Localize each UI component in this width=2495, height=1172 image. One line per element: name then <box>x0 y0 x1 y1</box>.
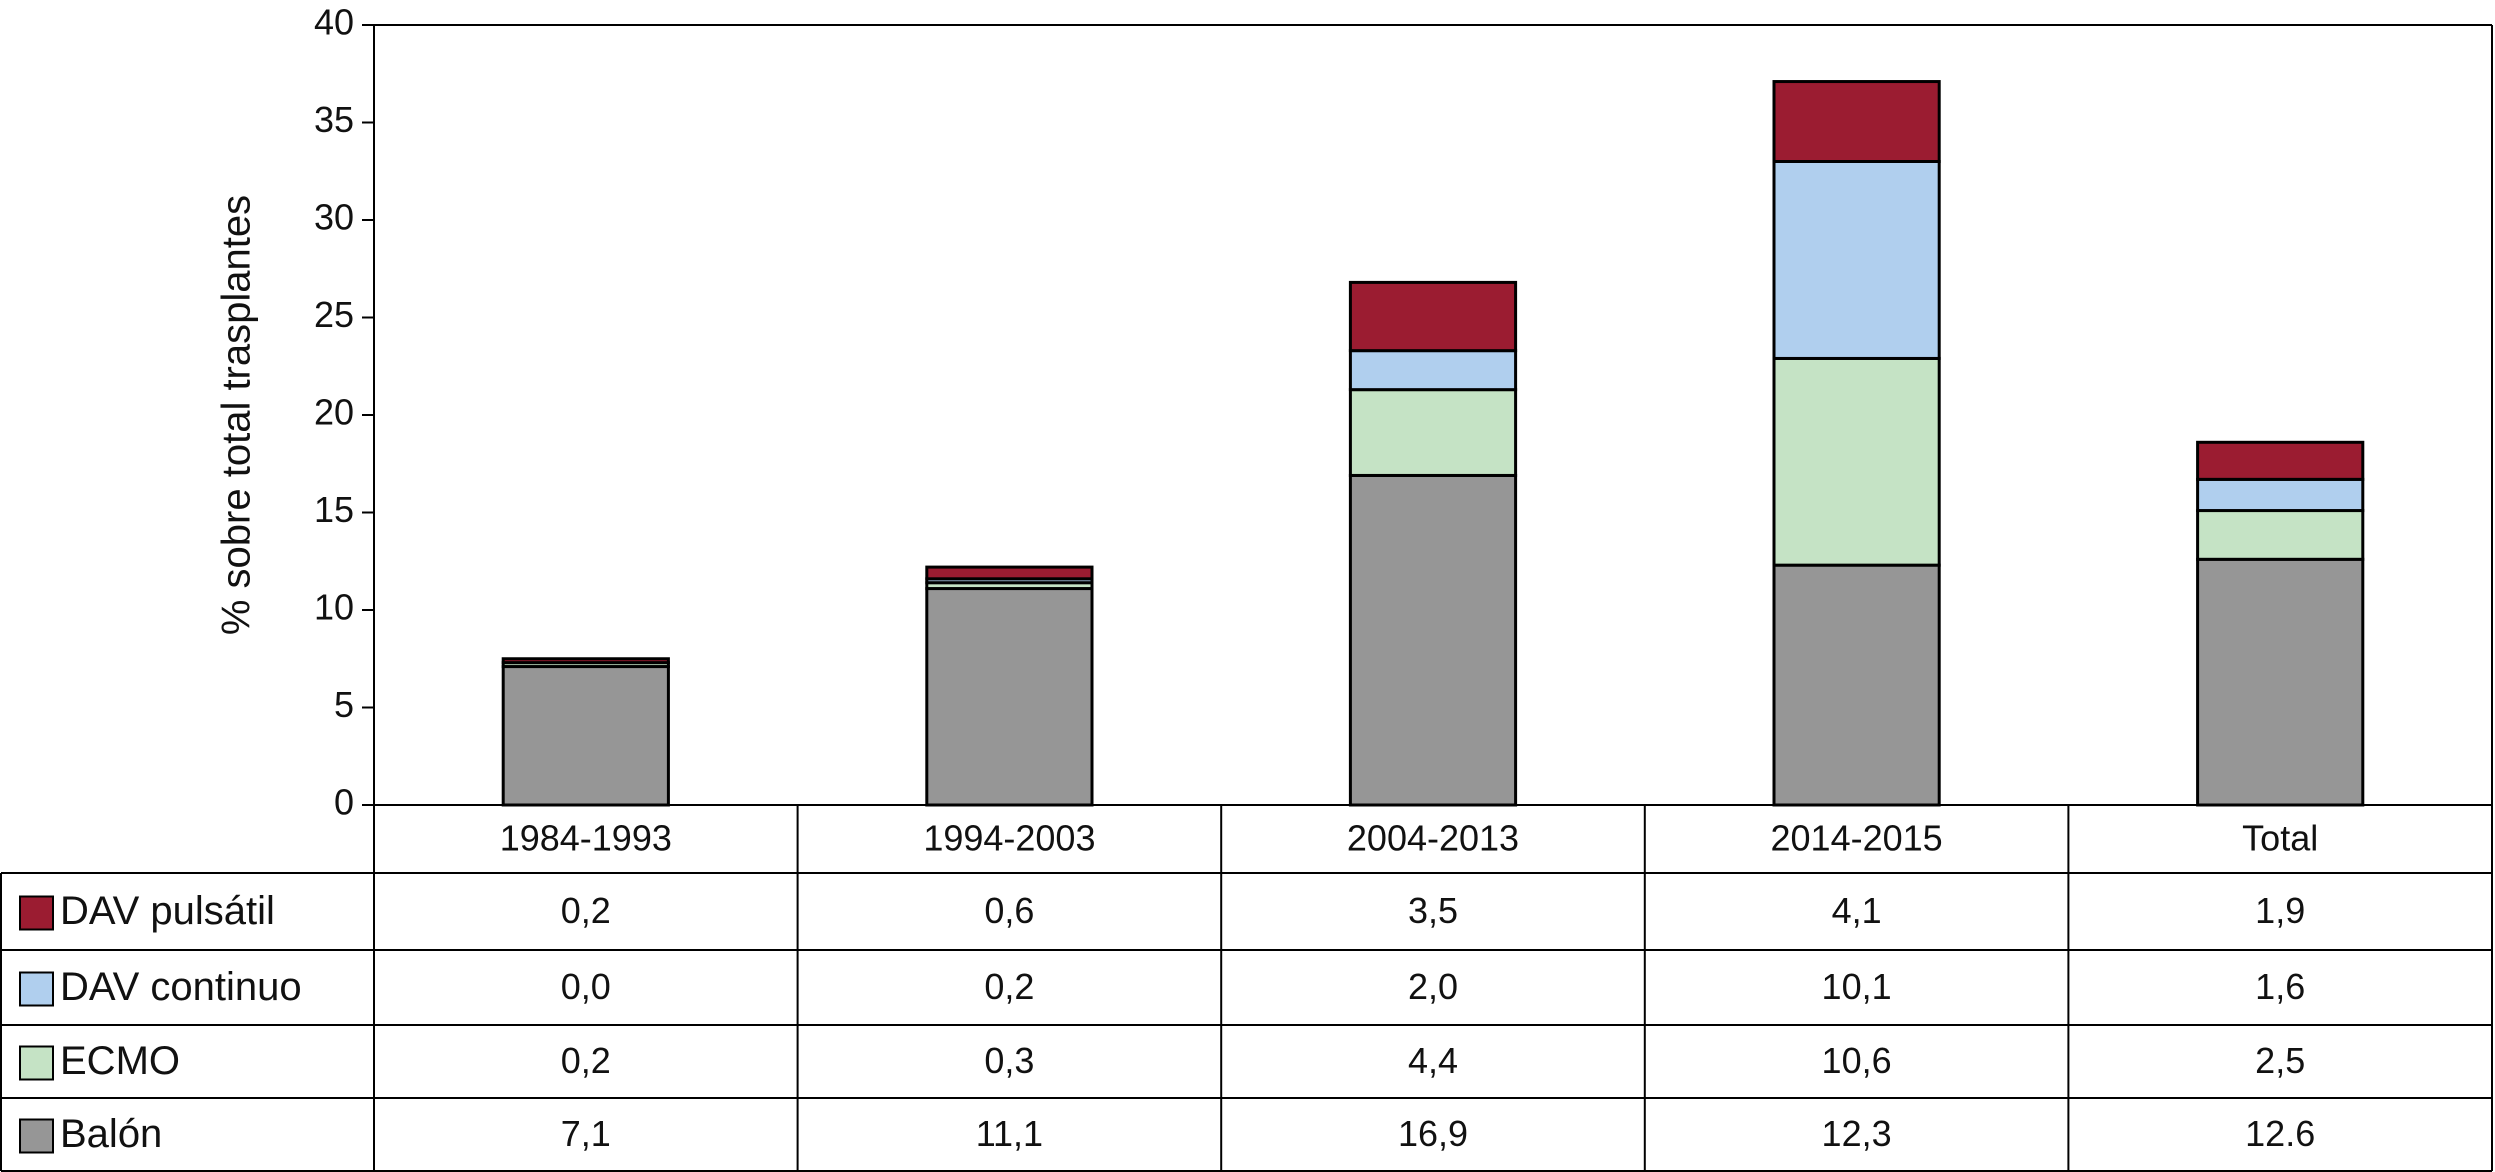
table-value: 12,3 <box>1822 1113 1892 1154</box>
legend-swatch <box>19 971 54 1007</box>
y-tick-label: 20 <box>314 392 354 433</box>
y-tick-label: 40 <box>314 2 354 43</box>
table-value: 10,1 <box>1822 966 1892 1007</box>
legend-swatch <box>19 1118 54 1154</box>
x-tick-label: Total <box>2242 818 2318 859</box>
y-axis-label: % sobre total trasplantes <box>215 195 259 635</box>
bar-segment <box>925 565 1094 581</box>
bar-segment <box>925 587 1094 807</box>
y-tick-label: 10 <box>314 587 354 628</box>
table-value: 4,1 <box>1832 890 1882 931</box>
y-tick-label: 0 <box>334 782 354 823</box>
bar-segment <box>1772 160 1941 360</box>
legend-swatch <box>19 1045 54 1081</box>
table-value: 2,5 <box>2255 1040 2305 1081</box>
bar-segment <box>501 665 670 807</box>
bar-segment <box>1348 388 1518 477</box>
bar-segment <box>1348 473 1518 807</box>
y-tick-label: 30 <box>314 197 354 238</box>
legend-label: Balón <box>60 1112 162 1156</box>
legend-label: ECMO <box>60 1039 180 1083</box>
y-tick-label: 25 <box>314 294 354 335</box>
table-value: 2,0 <box>1408 966 1458 1007</box>
table-value: 1,9 <box>2255 890 2305 931</box>
bar-segment <box>1772 80 1941 163</box>
bar-segment <box>2196 509 2365 561</box>
x-tick-label: 1994-2003 <box>923 818 1095 859</box>
bar-segment <box>1348 280 1518 353</box>
y-tick-label: 15 <box>314 489 354 530</box>
table-value: 0,2 <box>561 890 611 931</box>
x-tick-label: 1984-1993 <box>500 818 672 859</box>
x-tick-label: 2004-2013 <box>1347 818 1519 859</box>
table-value: 0,2 <box>984 966 1034 1007</box>
table-value: 0,2 <box>561 1040 611 1081</box>
legend-label: DAV continuo <box>60 965 302 1009</box>
table-value: 0,0 <box>561 966 611 1007</box>
table-value: 1,6 <box>2255 966 2305 1007</box>
table-value: 3,5 <box>1408 890 1458 931</box>
table-value: 16,9 <box>1398 1113 1468 1154</box>
bar-segment <box>1348 349 1518 392</box>
table-value: 7,1 <box>561 1113 611 1154</box>
legend-swatch <box>19 895 54 931</box>
bar-segment <box>2196 477 2365 513</box>
y-tick-label: 5 <box>334 684 354 725</box>
table-value: 4,4 <box>1408 1040 1458 1081</box>
table-value: 11,1 <box>976 1113 1043 1154</box>
bar-segment <box>501 657 670 665</box>
table-value: 12.6 <box>2245 1113 2315 1154</box>
bar-segment <box>2196 557 2365 807</box>
bar-segment <box>1772 356 1941 567</box>
y-tick-label: 35 <box>314 99 354 140</box>
table-value: 0,3 <box>984 1040 1034 1081</box>
legend-label: DAV pulsátil <box>60 889 275 933</box>
table-value: 10,6 <box>1822 1040 1892 1081</box>
x-tick-label: 2014-2015 <box>1771 818 1943 859</box>
bar-segment <box>2196 440 2365 481</box>
bar-segment <box>1772 563 1941 807</box>
table-value: 0,6 <box>984 890 1034 931</box>
